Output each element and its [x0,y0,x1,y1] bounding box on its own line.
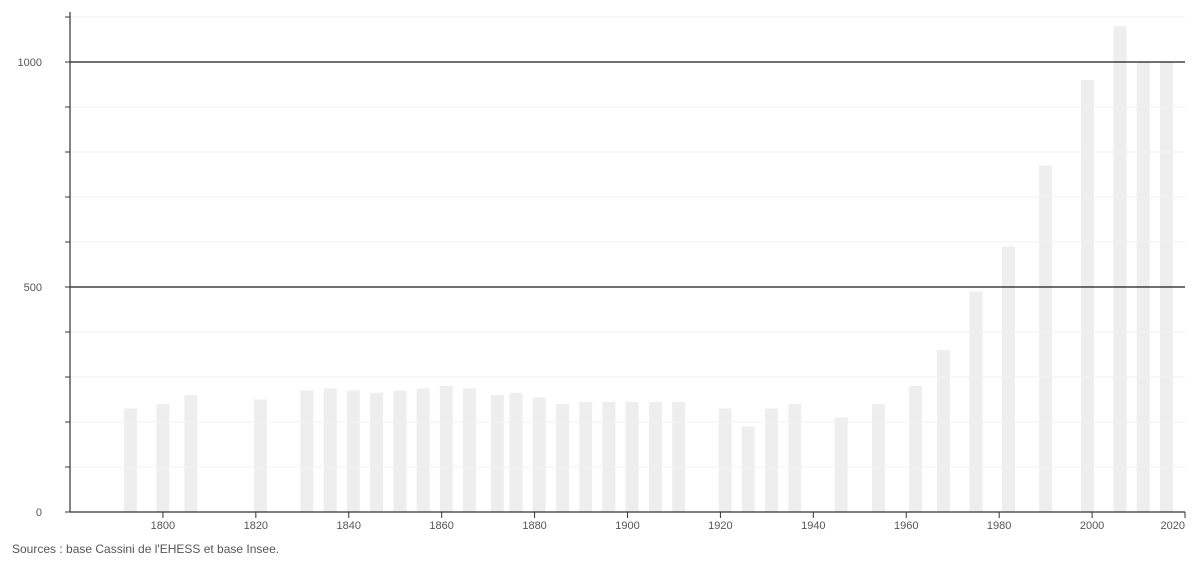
axis-layer [65,12,1186,518]
x-tick-label: 1960 [894,520,918,532]
y-tick-label: 0 [36,507,42,519]
bar [1002,246,1015,512]
x-tick-label: 1840 [337,520,361,532]
source-note: Sources : base Cassini de l'EHESS et bas… [12,542,280,556]
bar [184,395,198,512]
x-tick-label: 1900 [615,520,639,532]
x-tick-label: 1920 [708,520,732,532]
bar [741,426,755,512]
x-tick-label: 1800 [151,520,175,532]
bar [416,388,430,513]
x-tick-label: 2000 [1080,520,1104,532]
bar [439,386,453,512]
x-tick-label: 1940 [801,520,825,532]
x-tick-label: 2020 [1161,520,1185,532]
x-tick-label: 1980 [987,520,1011,532]
bar [579,401,593,513]
bar [490,395,504,512]
x-tick-label: 1860 [429,520,453,532]
bar [765,408,778,512]
bar [300,390,314,512]
bar [625,401,639,513]
x-tick-label: 1880 [522,520,546,532]
bar [254,399,267,512]
bar [323,388,337,513]
y-tick-label: 1000 [18,57,42,69]
bar [936,350,950,512]
bar [1039,165,1053,512]
bar [123,408,137,512]
bar [834,417,848,512]
bar [672,401,686,513]
bar [532,397,546,513]
bar [969,291,983,512]
bar [393,390,407,512]
bar [602,401,616,513]
tick-label-layer: 0 500 1000 1800 1820 1840 1860 1880 1900 1920 1940… [18,57,1185,532]
y-tick-label: 500 [24,282,42,294]
bar [509,392,523,513]
grid-layer [70,16,1185,468]
bar [909,386,922,512]
bar [463,388,476,513]
bar [370,392,384,513]
bar [556,404,569,512]
bar [718,408,732,512]
bar [1080,80,1094,512]
bar [1113,26,1127,512]
bar [871,404,885,512]
population-chart: 0 500 1000 1800 1820 1840 1860 1880 1900 1920 1940… [18,12,1186,532]
x-tick-label: 1820 [244,520,268,532]
bar [648,401,662,513]
bar [156,404,170,512]
bars-layer [123,26,1173,513]
bar [788,404,802,512]
bar [346,390,360,512]
